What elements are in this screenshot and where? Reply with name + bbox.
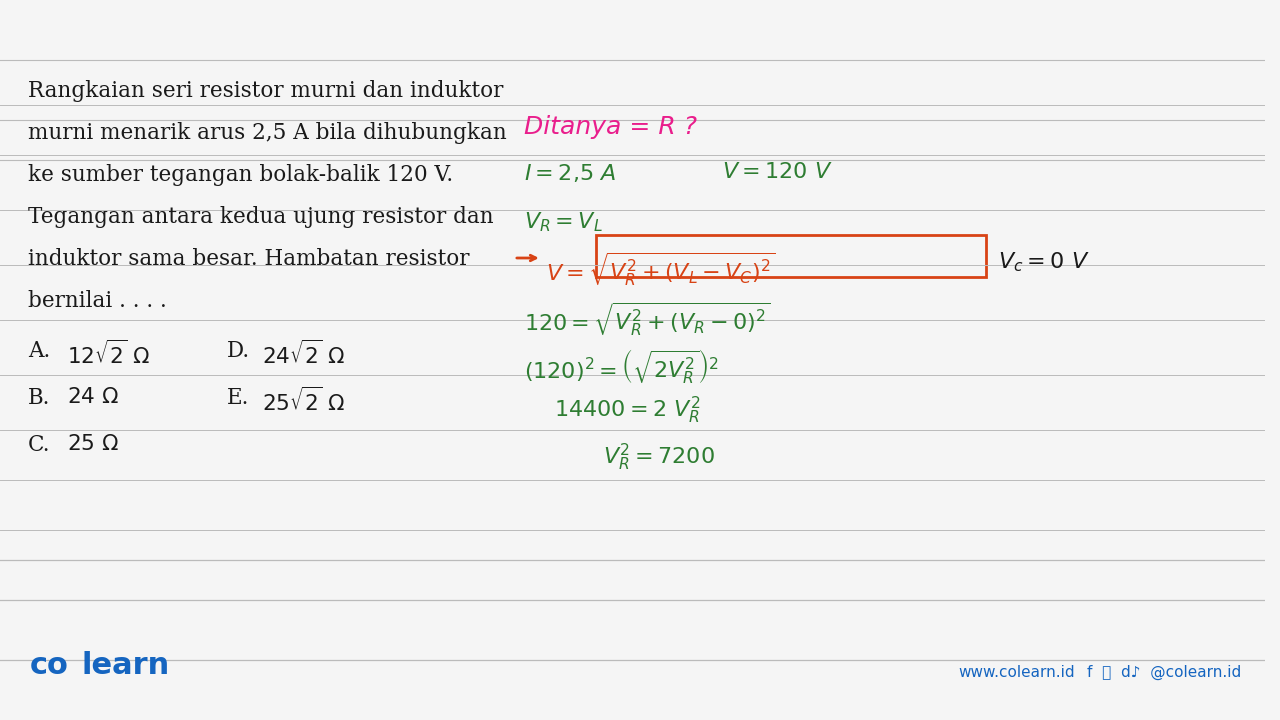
Text: $(120)^2 = \left(\sqrt{2V_R^2}\right)^2$: $(120)^2 = \left(\sqrt{2V_R^2}\right)^2$	[524, 348, 719, 387]
Text: $V_R^2 = 7200$: $V_R^2 = 7200$	[603, 442, 714, 473]
Text: $V_R = V_L$: $V_R = V_L$	[524, 210, 603, 233]
Text: www.colearn.id: www.colearn.id	[959, 665, 1075, 680]
Text: $25\sqrt{2}\ \Omega$: $25\sqrt{2}\ \Omega$	[262, 387, 346, 415]
Text: $24\ \Omega$: $24\ \Omega$	[68, 387, 119, 407]
Text: ke sumber tegangan bolak-balik 120 V.: ke sumber tegangan bolak-balik 120 V.	[28, 164, 453, 186]
Text: co: co	[29, 651, 69, 680]
Text: f  ⓞ  d♪  @colearn.id: f ⓞ d♪ @colearn.id	[1087, 665, 1242, 680]
Text: E.: E.	[228, 387, 250, 409]
Text: $14400 = 2\ V_R^2$: $14400 = 2\ V_R^2$	[553, 395, 700, 426]
Text: learn: learn	[81, 651, 169, 680]
Text: A.: A.	[28, 340, 50, 362]
Text: C.: C.	[28, 434, 50, 456]
Text: bernilai . . . .: bernilai . . . .	[28, 290, 166, 312]
Text: Ditanya = R ?: Ditanya = R ?	[524, 115, 696, 139]
Text: induktor sama besar. Hambatan resistor: induktor sama besar. Hambatan resistor	[28, 248, 470, 270]
Text: $12\sqrt{2}\ \Omega$: $12\sqrt{2}\ \Omega$	[68, 340, 151, 369]
Text: $V = \sqrt{V_R^2 + (V_L - V_C)^2}$: $V = \sqrt{V_R^2 + (V_L - V_C)^2}$	[545, 250, 776, 288]
Text: $I = 2{,}5\ A$: $I = 2{,}5\ A$	[524, 162, 616, 184]
Text: $120 = \sqrt{V_R^2 + (V_R - 0)^2}$: $120 = \sqrt{V_R^2 + (V_R - 0)^2}$	[524, 300, 771, 338]
Text: D.: D.	[228, 340, 251, 362]
Text: $24\sqrt{2}\ \Omega$: $24\sqrt{2}\ \Omega$	[262, 340, 346, 369]
Text: $V = 120\ V$: $V = 120\ V$	[722, 162, 832, 182]
Text: Rangkaian seri resistor murni dan induktor: Rangkaian seri resistor murni dan indukt…	[28, 80, 503, 102]
Text: Tegangan antara kedua ujung resistor dan: Tegangan antara kedua ujung resistor dan	[28, 206, 493, 228]
Text: $V_c = 0\ V$: $V_c = 0\ V$	[998, 250, 1091, 274]
Text: murni menarik arus 2,5 A bila dihubungkan: murni menarik arus 2,5 A bila dihubungka…	[28, 122, 507, 144]
Text: $25\ \Omega$: $25\ \Omega$	[68, 434, 119, 454]
Text: B.: B.	[28, 387, 50, 409]
